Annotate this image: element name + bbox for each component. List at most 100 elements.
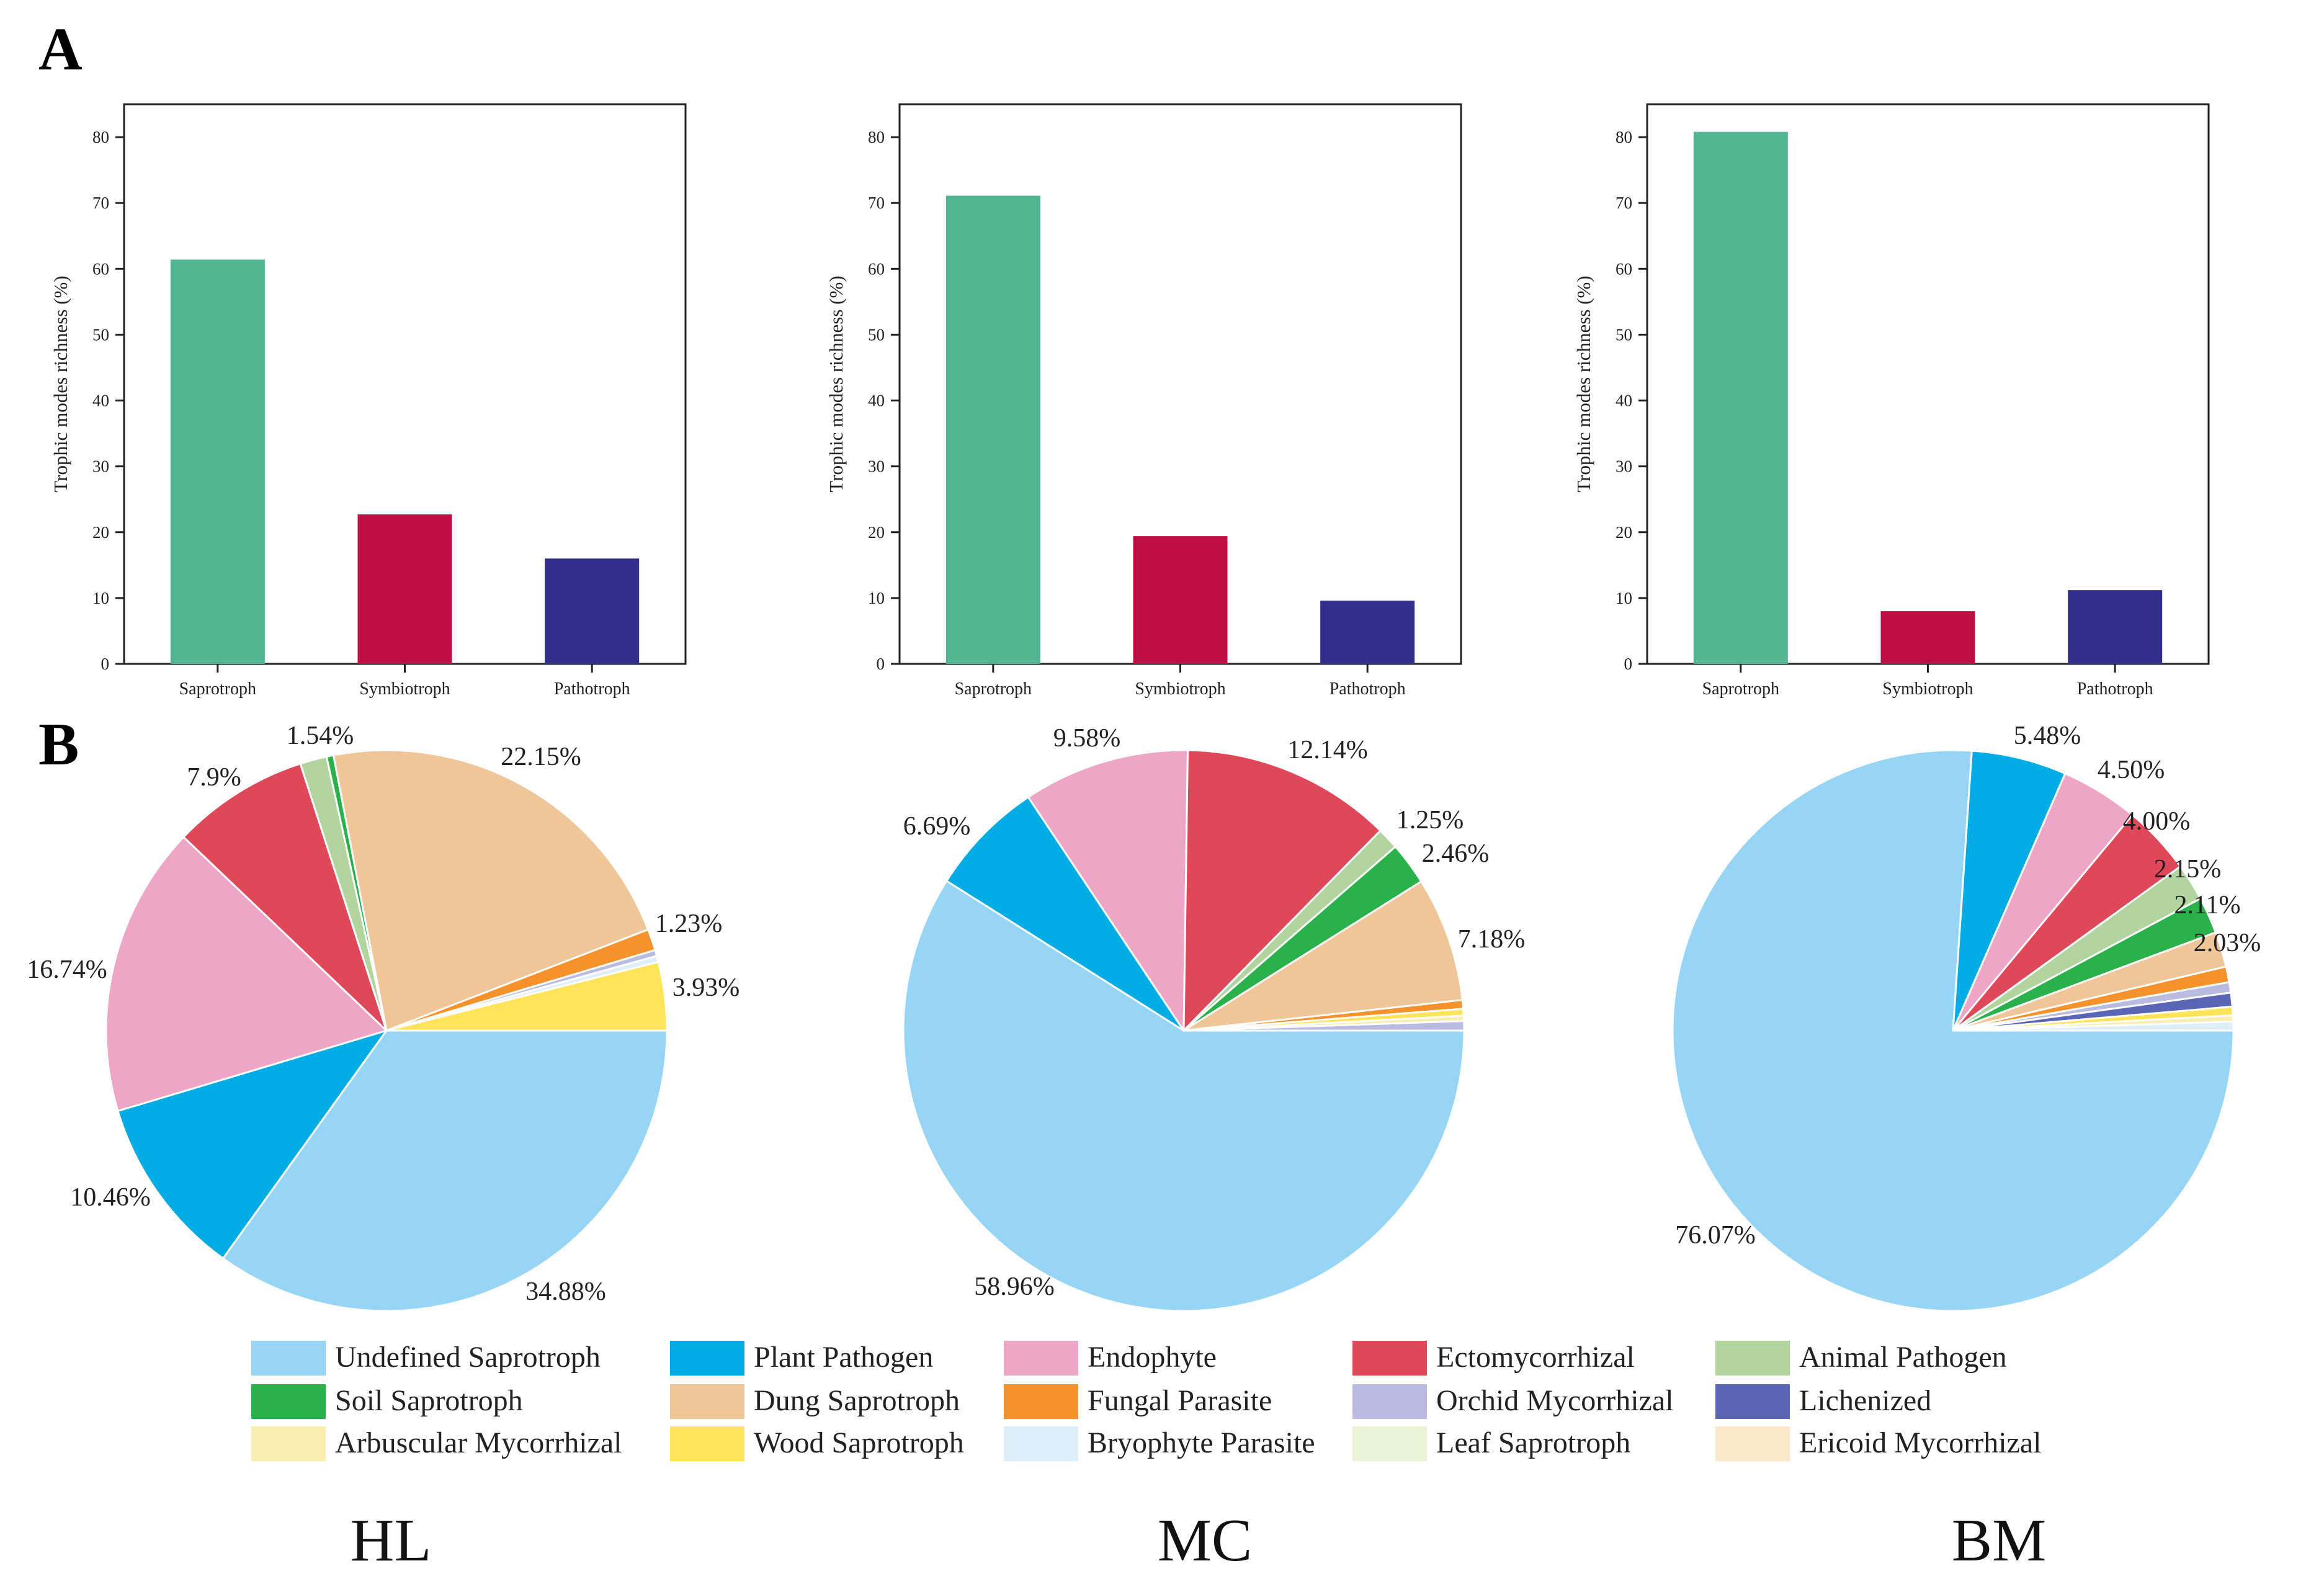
y-tick-label: 20: [92, 523, 109, 542]
legend-item-animal-pathogen: Animal Pathogen: [1715, 1341, 2007, 1376]
pie-data-label: 2.03%: [2194, 929, 2261, 957]
legend-swatch: [1004, 1341, 1078, 1376]
pie-data-label: 12.14%: [1287, 736, 1368, 764]
legend-label: Arbuscular Mycorrhizal: [335, 1426, 622, 1459]
legend-swatch: [1352, 1384, 1427, 1419]
x-tick-label: Pathotroph: [554, 679, 630, 699]
legend-swatch: [251, 1426, 326, 1461]
y-tick-label: 70: [92, 194, 109, 212]
pie-data-label: 5.48%: [2014, 722, 2081, 750]
pie-data-label: 58.96%: [974, 1273, 1055, 1301]
x-tick-label: Saprotroph: [955, 679, 1032, 699]
legend-label: Lichenized: [1799, 1384, 1931, 1417]
legend-label: Bryophyte Parasite: [1088, 1426, 1315, 1459]
pie-data-label: 10.46%: [70, 1183, 151, 1212]
bar-charts: 0 10 20 30 40 50 60 70 80 Saprotroph Symbiotroph Pa…: [50, 103, 2210, 699]
pie-slice-dung-saprotroph: [1182, 880, 1464, 1032]
legend-label: Dung Saprotroph: [754, 1384, 960, 1417]
y-axis-label: Trophic modes richness (%): [1573, 275, 1594, 492]
x-tick-label: Saprotroph: [179, 679, 256, 699]
legend-swatch: [1004, 1426, 1078, 1461]
y-tick-label: 80: [868, 128, 885, 146]
pie-data-label: 7.18%: [1458, 925, 1526, 954]
legend-swatch: [251, 1384, 326, 1419]
y-tick-label: 40: [868, 392, 885, 410]
legend-item-undefined-saprotroph: Undefined Saprotroph: [251, 1341, 601, 1376]
legend-swatch: [251, 1341, 326, 1376]
y-tick-label: 30: [868, 457, 885, 476]
legend-item-endophyte: Endophyte: [1004, 1341, 1217, 1376]
y-tick-label: 50: [868, 325, 885, 344]
y-axis-label: Trophic modes richness (%): [825, 275, 847, 492]
pie-slice-ectomycorrhizal: [1182, 749, 1382, 1032]
bar-pathotroph: [2068, 590, 2163, 664]
pie-slice-endophyte: [105, 836, 388, 1112]
site-labels: HL MC BM: [351, 1507, 2047, 1574]
legend-swatch: [1352, 1341, 1427, 1376]
pie-slice-undefined-saprotroph: [222, 1029, 668, 1312]
bar-symbiotroph: [357, 514, 452, 664]
legend-item-arbuscular-mycorrhizal: Arbuscular Mycorrhizal: [251, 1426, 622, 1461]
legend-item-leaf-saprotroph: Leaf Saprotroph: [1352, 1426, 1630, 1461]
y-tick-label: 60: [1616, 259, 1632, 278]
bar-chart-mc: 0 10 20 30 40 50 60 70 80 Saprotroph Symbiotroph Pa…: [825, 103, 1462, 699]
legend-label: Wood Saprotroph: [754, 1426, 964, 1459]
x-tick-label: Symbiotroph: [1882, 679, 1973, 699]
y-tick-label: 60: [868, 259, 885, 278]
bar-chart-bm: 0 10 20 30 40 50 60 70 80 Saprotroph Symbiotroph Pa…: [1573, 103, 2210, 699]
legend-swatch: [670, 1384, 744, 1419]
legend-item-ericoid-mycorrhizal: Ericoid Mycorrhizal: [1715, 1426, 2042, 1461]
legend-item-lichenized: Lichenized: [1715, 1384, 1931, 1419]
pie-slice-orchid-mycorrhizal: [1182, 1020, 1465, 1032]
pie-data-label: 76.07%: [1675, 1221, 1756, 1250]
legend-label: Endophyte: [1088, 1341, 1217, 1374]
pie-chart-hl: 34.88% 10.46% 16.74% 7.9% 1.54% 22.15% 1.23% 3.…: [27, 722, 740, 1312]
pie-slice-wood-saprotroph: [385, 960, 668, 1032]
legend-label: Ectomycorrhizal: [1436, 1341, 1635, 1374]
bar-chart-hl: 0 10 20 30 40 50 60 70 80 Saprotroph Symbiotroph Pa…: [50, 103, 687, 699]
y-tick-label: 20: [1616, 523, 1632, 542]
legend-swatch: [1352, 1426, 1427, 1461]
pie-charts: 34.88% 10.46% 16.74% 7.9% 1.54% 22.15% 1.23% 3.…: [27, 722, 2261, 1312]
legend-swatch: [670, 1341, 744, 1376]
pie-data-label: 2.46%: [1422, 839, 1490, 868]
x-tick-label: Symbiotroph: [359, 679, 450, 699]
pie-data-label: 3.93%: [673, 973, 740, 1002]
pie-data-label: 4.00%: [2123, 807, 2191, 836]
panel-label-a: A: [38, 16, 83, 83]
site-label-hl: HL: [351, 1507, 432, 1574]
pie-data-label: 6.69%: [903, 812, 971, 841]
legend-item-orchid-mycorrhizal: Orchid Mycorrhizal: [1352, 1384, 1674, 1419]
pie-data-label: 16.74%: [27, 955, 107, 984]
y-tick-label: 10: [92, 589, 109, 607]
legend-label: Leaf Saprotroph: [1436, 1426, 1630, 1459]
legend-item-bryophyte-parasite: Bryophyte Parasite: [1004, 1426, 1315, 1461]
bar-pathotroph: [545, 558, 640, 664]
y-tick-label: 40: [92, 392, 109, 410]
bar-symbiotroph: [1133, 536, 1228, 664]
y-tick-label: 30: [92, 457, 109, 476]
y-tick-label: 50: [1616, 325, 1632, 344]
pie-slice-plant-pathogen: [945, 796, 1185, 1032]
pie-chart-bm: 76.07% 5.48% 4.50% 4.00% 2.15% 2.11% 2.03%: [1671, 722, 2261, 1312]
y-tick-label: 80: [1616, 128, 1632, 146]
bar-symbiotroph: [1880, 611, 1975, 664]
pie-data-label: 7.9%: [187, 763, 241, 792]
y-tick-label: 0: [101, 655, 110, 673]
y-tick-label: 30: [1616, 457, 1632, 476]
legend-item-dung-saprotroph: Dung Saprotroph: [670, 1384, 960, 1419]
x-tick-label: Symbiotroph: [1135, 679, 1225, 699]
pie-data-label: 34.88%: [525, 1277, 606, 1306]
pie-data-label: 2.15%: [2154, 855, 2222, 884]
y-tick-label: 50: [92, 325, 109, 344]
y-tick-label: 40: [1616, 392, 1632, 410]
legend-swatch: [1715, 1384, 1790, 1419]
pie-data-label: 2.11%: [2174, 891, 2241, 920]
bar-saprotroph: [945, 195, 1040, 664]
pie-chart-mc: 58.96% 6.69% 9.58% 12.14% 1.25% 2.46% 7.18%: [902, 724, 1526, 1312]
site-label-bm: BM: [1952, 1507, 2047, 1574]
legend-label: Animal Pathogen: [1799, 1341, 2007, 1374]
legend-label: Orchid Mycorrhizal: [1436, 1384, 1674, 1417]
bar-saprotroph: [170, 259, 265, 664]
